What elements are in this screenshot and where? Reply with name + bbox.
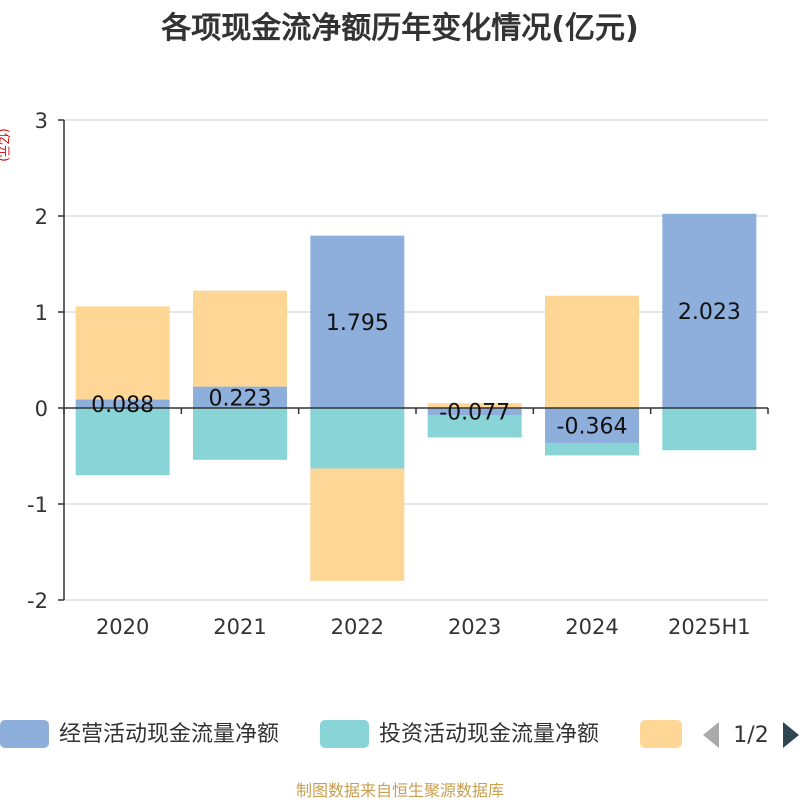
bar-operating-2021[interactable] xyxy=(193,386,287,408)
y-tick-label: 0 xyxy=(35,397,48,421)
legend-prev-page-icon[interactable] xyxy=(703,722,719,748)
bar-operating-2022[interactable] xyxy=(310,235,405,408)
bar-investing-2020[interactable] xyxy=(75,408,170,476)
y-tick-label: 3 xyxy=(35,109,48,133)
bar-financing-2024[interactable] xyxy=(545,295,639,408)
bar-operating-2023[interactable] xyxy=(427,408,522,416)
axes xyxy=(58,119,769,601)
legend-swatch-operating xyxy=(0,720,49,748)
data-label: 2.023 xyxy=(678,300,741,325)
data-label: -0.364 xyxy=(557,414,628,439)
x-tick-label: 2024 xyxy=(565,615,618,639)
y-tick-label: 1 xyxy=(35,301,48,325)
bar-investing-2022[interactable] xyxy=(310,408,405,469)
y-tick-labels: 3 2 1 0 -1 -2 xyxy=(27,109,48,613)
data-label: 0.223 xyxy=(209,386,272,411)
y-axis-label: (亿元) xyxy=(0,128,12,161)
bar-operating-2020[interactable] xyxy=(75,399,170,408)
x-tick-label: 2021 xyxy=(213,615,266,639)
bar-operating-2025H1[interactable] xyxy=(662,213,757,408)
bar-financing-2020[interactable] xyxy=(75,306,170,400)
legend-item-investing[interactable]: 投资活动现金流量净额 xyxy=(320,720,599,748)
x-tick-label: 2022 xyxy=(331,615,384,639)
y-tick-label: 2 xyxy=(35,205,48,229)
legend-label-operating: 经营活动现金流量净额 xyxy=(59,722,279,747)
x-tick-label: 2025H1 xyxy=(668,615,751,639)
bar-financing-2022[interactable] xyxy=(310,468,405,581)
data-label: -0.077 xyxy=(439,401,510,426)
bar-financing-2023[interactable] xyxy=(427,403,522,408)
legend-page-indicator: 1/2 xyxy=(733,723,768,748)
x-tick-label: 2023 xyxy=(448,615,501,639)
bar-investing-2023[interactable] xyxy=(427,415,522,438)
data-source-note: 制图数据来自恒生聚源数据库 xyxy=(296,781,504,800)
legend-swatch-financing xyxy=(640,720,682,748)
y-tick-label: -2 xyxy=(27,589,48,613)
legend-swatch-investing xyxy=(320,720,369,748)
data-labels: 0.088 0.223 1.795 -0.077 -0.364 2.023 xyxy=(91,300,741,440)
legend-next-page-icon[interactable] xyxy=(783,722,799,748)
data-label: 1.795 xyxy=(326,311,389,336)
x-tick-label: 2020 xyxy=(96,615,149,639)
data-label: 0.088 xyxy=(91,393,154,418)
y-tick-label: -1 xyxy=(27,493,48,517)
bar-investing-2021[interactable] xyxy=(193,408,287,460)
bars-layer xyxy=(75,213,757,581)
legend: 经营活动现金流量净额 投资活动现金流量净额 1/2 xyxy=(0,720,799,748)
legend-item-financing[interactable] xyxy=(640,720,682,748)
bar-investing-2024[interactable] xyxy=(545,442,639,456)
bar-investing-2025H1[interactable] xyxy=(662,408,757,451)
bar-financing-2021[interactable] xyxy=(193,290,287,387)
chart-title: 各项现金流净额历年变化情况(亿元) xyxy=(160,11,638,46)
legend-item-operating[interactable]: 经营活动现金流量净额 xyxy=(0,720,279,748)
bar-operating-2024[interactable] xyxy=(545,408,639,443)
legend-label-investing: 投资活动现金流量净额 xyxy=(379,722,599,747)
x-tick-labels: 2020 2021 2022 2023 2024 2025H1 xyxy=(96,615,751,639)
